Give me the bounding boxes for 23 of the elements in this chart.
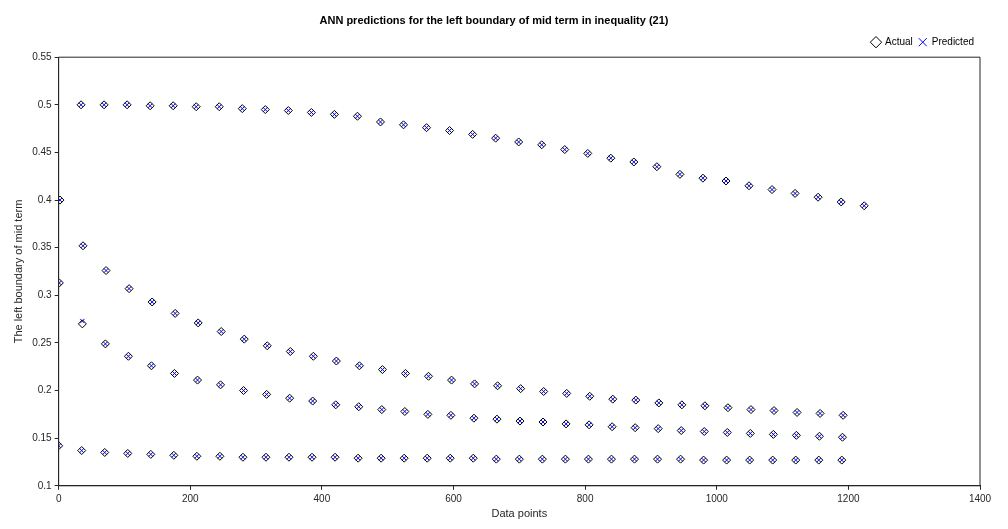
legend-label: Actual <box>884 35 913 47</box>
y-tick-label: 0.25 <box>32 336 53 348</box>
y-tick-label: 0.55 <box>32 50 53 62</box>
x-tick-label: 400 <box>313 492 331 504</box>
y-tick-label: 0.45 <box>32 146 53 158</box>
x-tick-label: 200 <box>181 492 200 504</box>
y-tick-label: 0.2 <box>37 384 53 396</box>
chart-title: ANN predictions for the left boundary of mid term in inequality (21) <box>319 13 669 26</box>
y-tick-label: 0.15 <box>32 431 53 443</box>
x-tick-label: 1400 <box>968 492 992 504</box>
x-axis-title: Data points <box>491 507 548 520</box>
y-tick-label: 0.4 <box>37 193 53 205</box>
y-tick-label: 0.3 <box>37 289 53 301</box>
x-tick-label: 1200 <box>837 492 860 504</box>
y-axis-title: The left boundary of mid term <box>11 199 24 344</box>
x-tick-label: 1000 <box>705 492 729 504</box>
x-tick-label: 0 <box>55 492 62 504</box>
y-tick-label: 0.1 <box>37 479 53 491</box>
x-tick-label: 600 <box>445 492 463 504</box>
legend-label: Predicted <box>931 35 974 47</box>
y-tick-label: 0.35 <box>32 241 53 253</box>
y-tick-label: 0.5 <box>37 98 53 110</box>
x-tick-label: 800 <box>576 492 594 504</box>
